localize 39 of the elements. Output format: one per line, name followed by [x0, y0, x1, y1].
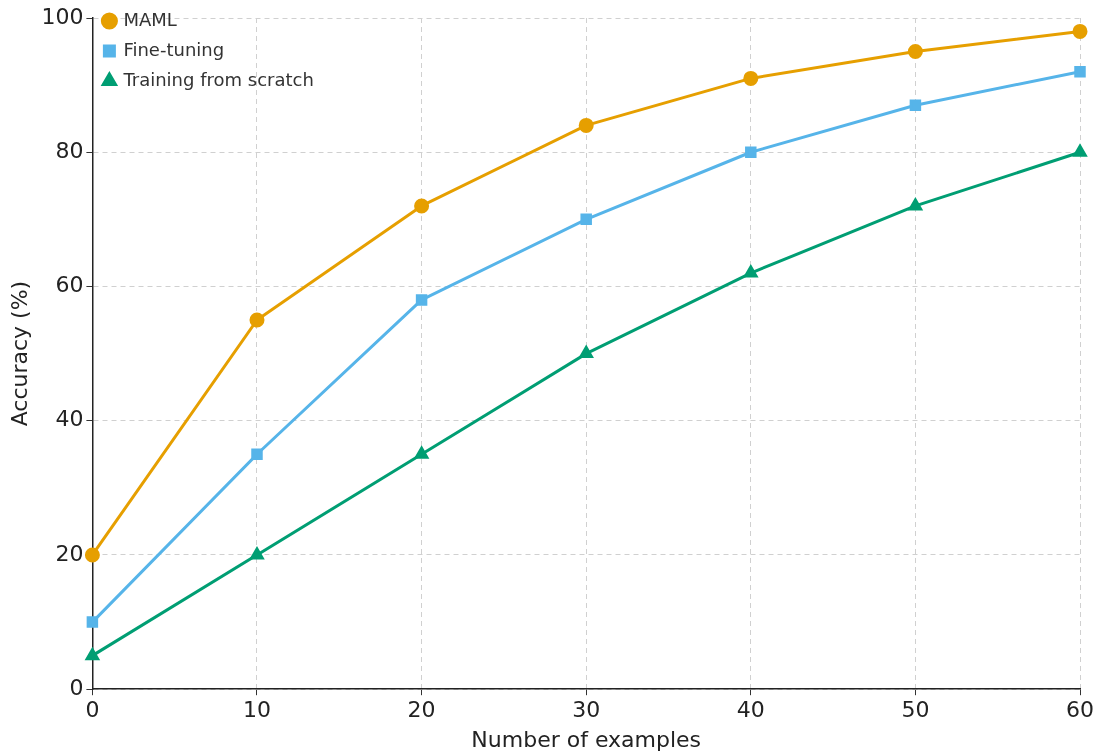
x-tick-label: 40	[736, 697, 765, 723]
legend-label: Training from scratch	[122, 68, 314, 90]
point	[1073, 144, 1087, 157]
x-tick-label: 10	[242, 697, 271, 723]
point	[85, 648, 100, 661]
point	[250, 547, 264, 560]
x-tick-label: 60	[1066, 697, 1094, 723]
x-tick-label: 30	[572, 697, 601, 723]
point	[580, 213, 592, 226]
point	[1074, 65, 1086, 78]
point	[251, 448, 263, 461]
y-tick-label: 40	[55, 406, 84, 432]
legend-label: Fine-tuning	[123, 38, 225, 60]
point	[414, 446, 429, 459]
y-tick-label: 20	[55, 540, 84, 566]
x-tick-label: 20	[407, 697, 436, 723]
point	[415, 294, 428, 306]
x-tick-label: 0	[85, 697, 100, 723]
point	[745, 146, 757, 158]
point	[579, 346, 593, 359]
point	[84, 547, 100, 563]
point	[744, 265, 758, 278]
point	[86, 616, 99, 628]
y-tick-label: 100	[41, 3, 84, 29]
point	[414, 198, 430, 214]
y-axis-title: Accuracy (%)	[6, 280, 32, 427]
point	[1072, 23, 1088, 39]
y-tick-label: 60	[55, 272, 84, 298]
point	[909, 99, 922, 111]
point	[908, 198, 923, 211]
x-tick-label: 50	[901, 697, 930, 723]
x-axis-title: Number of examples	[471, 726, 702, 752]
point	[907, 44, 923, 60]
point	[743, 70, 759, 86]
legend-label: MAML	[123, 8, 177, 30]
point	[578, 117, 594, 133]
y-tick-label: 80	[55, 137, 84, 163]
point	[249, 312, 265, 328]
y-tick-label: 0	[69, 674, 84, 700]
